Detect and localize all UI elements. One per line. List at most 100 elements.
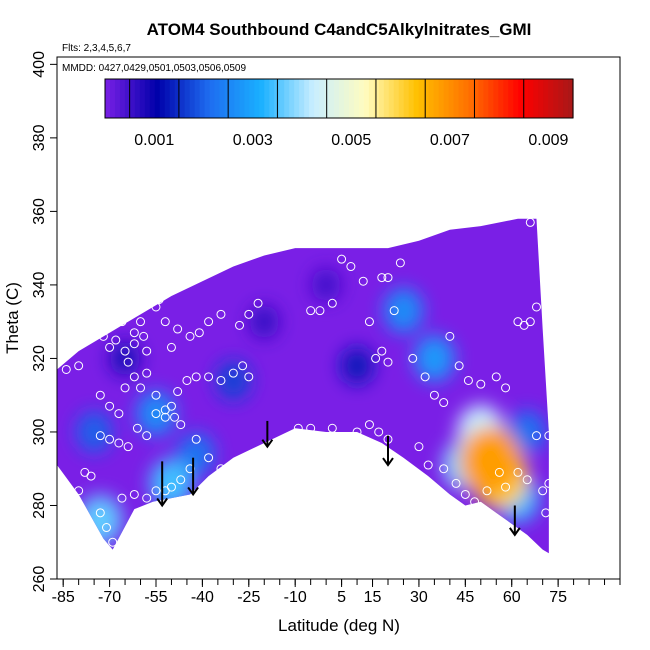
colorbar-cell — [438, 79, 445, 118]
observation-point — [275, 239, 285, 249]
observation-point — [74, 486, 84, 496]
observation-point — [476, 379, 486, 389]
observation-point — [364, 420, 374, 430]
observation-point — [352, 427, 362, 437]
colorbar-cell — [129, 79, 136, 118]
concentration-feature — [414, 335, 455, 382]
observation-point — [306, 423, 316, 433]
observation-point — [105, 342, 115, 352]
observation-point — [327, 423, 337, 433]
observation-point — [117, 493, 127, 503]
observation-point — [538, 225, 548, 235]
observation-point — [61, 364, 71, 374]
colorbar-cell — [299, 79, 305, 118]
plot-frame — [56, 56, 621, 580]
colorbar-cell — [463, 79, 470, 118]
observation-point — [358, 276, 368, 286]
observation-point — [151, 302, 161, 312]
profile-arrow — [187, 457, 199, 497]
colorbar-cell — [423, 79, 430, 118]
observation-point — [182, 375, 192, 385]
observation-point — [541, 508, 551, 518]
colorbar-cell — [214, 79, 221, 118]
y-tick-label: 320 — [31, 345, 48, 372]
concentration-feature — [311, 268, 341, 302]
x-tick-label: -10 — [284, 589, 307, 606]
observation-point — [244, 372, 254, 382]
concentration-feature — [459, 426, 521, 497]
colorbar-cell — [199, 79, 206, 118]
x-tick-label: 30 — [410, 589, 428, 606]
profile-arrow — [382, 435, 394, 467]
observation-point — [327, 298, 337, 308]
colorbar-cell — [428, 79, 435, 118]
observation-point — [132, 423, 142, 433]
observation-point — [86, 471, 96, 481]
observation-point — [429, 390, 439, 400]
observation-point — [204, 317, 214, 327]
observation-point — [185, 331, 195, 341]
observation-point — [139, 331, 149, 341]
x-axis-label: Latitude (deg N) — [278, 616, 400, 635]
colorbar-cell — [264, 79, 270, 118]
observation-point — [123, 357, 133, 367]
colorbar-cell — [239, 79, 246, 118]
colorbar-cell — [174, 79, 181, 118]
observation-point — [538, 486, 548, 496]
observation-point — [491, 372, 501, 382]
observation-point — [216, 375, 226, 385]
observation-point — [525, 317, 535, 327]
colorbar-frame — [104, 78, 574, 119]
observation-point — [383, 357, 393, 367]
colorbar-cell — [488, 79, 494, 118]
y-tick-label: 260 — [31, 566, 48, 593]
colorbar-cell — [373, 79, 380, 118]
observation-point — [114, 409, 124, 419]
observation-point — [216, 309, 226, 319]
observation-point — [482, 486, 492, 496]
observation-point — [395, 258, 405, 268]
colorbar-cell — [538, 79, 544, 118]
colorbar-cell — [314, 79, 320, 118]
y-tick-label: 340 — [31, 271, 48, 298]
observation-point — [235, 320, 245, 330]
profile-arrow — [261, 420, 274, 449]
colorbar-cell — [478, 79, 484, 118]
observation-point — [346, 262, 356, 272]
colorbar-cell — [483, 79, 489, 118]
colorbar-cell — [289, 79, 295, 118]
x-tick-label: -55 — [144, 589, 167, 606]
colorbar-cell — [234, 79, 241, 118]
observation-point — [337, 254, 347, 264]
colorbar-cell — [134, 79, 141, 118]
x-tick-label: 45 — [456, 589, 474, 606]
observation-point — [101, 523, 111, 533]
y-tick-label: 400 — [31, 51, 48, 78]
colorbar-cell — [348, 79, 355, 118]
observation-point — [154, 295, 164, 305]
observation-point — [129, 328, 139, 338]
observation-point — [377, 273, 387, 283]
colorbar-cell — [393, 79, 400, 118]
observation-point — [194, 328, 204, 338]
observation-point — [439, 398, 449, 408]
colorbar-cell — [124, 79, 131, 118]
observation-point — [389, 306, 399, 316]
observation-point — [501, 383, 511, 393]
colorbar-cell — [453, 79, 460, 118]
observation-point — [142, 431, 152, 441]
observation-point — [454, 361, 464, 371]
observation-point — [513, 467, 523, 477]
observation-point — [460, 489, 470, 499]
colorbar-cell — [418, 79, 425, 118]
colorbar-tick-label: 0.003 — [233, 132, 273, 149]
observation-point — [191, 434, 201, 444]
colorbar-cell — [378, 79, 385, 118]
observation-point — [160, 412, 170, 422]
observation-point — [129, 489, 139, 499]
observation-point — [522, 475, 532, 485]
colorbar-cell — [543, 79, 549, 118]
colorbar-cell — [563, 79, 569, 118]
concentration-feature — [177, 432, 216, 476]
profile-arrow — [156, 461, 168, 508]
